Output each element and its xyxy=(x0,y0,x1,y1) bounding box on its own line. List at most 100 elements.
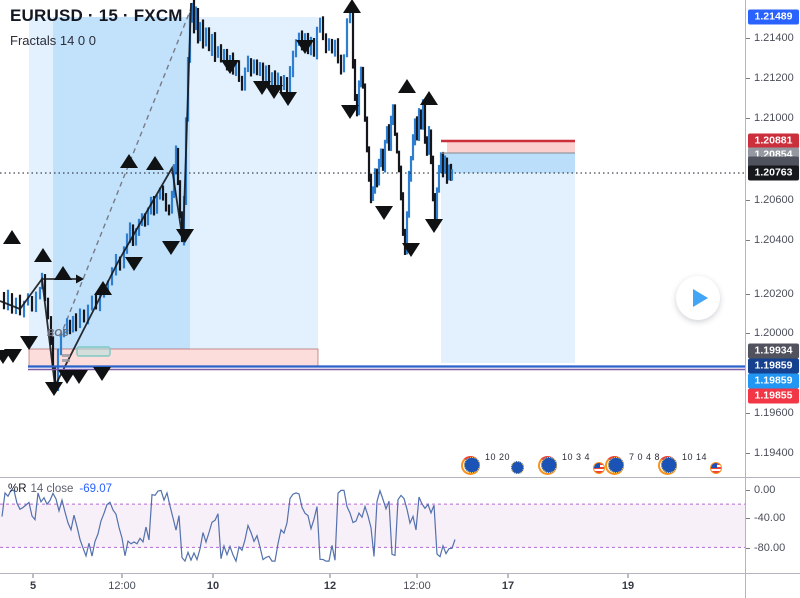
price-tick-dash xyxy=(746,118,750,119)
price-tick-dash xyxy=(746,294,750,295)
price-badge: 1.20881 xyxy=(748,133,799,149)
time-axis[interactable]: 5 12:00 10 12 12:00 17 19 xyxy=(0,574,800,598)
price-badge: 1.21489 xyxy=(748,9,799,25)
price-tick-label: 1.20000 xyxy=(754,327,794,339)
fractal-down-icon xyxy=(341,105,359,119)
wpr-tick-label: -80.00 xyxy=(754,542,786,554)
fractal-down-icon xyxy=(70,370,88,384)
price-tick-dash xyxy=(746,413,750,414)
fractal-down-icon xyxy=(162,241,180,255)
economic-event-group[interactable]: 10 14 xyxy=(658,448,723,475)
price-tick-dash xyxy=(746,78,750,79)
price-tick-dash xyxy=(746,453,750,454)
time-tick-dash xyxy=(416,574,418,578)
event-count: 7 0 4 xyxy=(629,452,652,462)
price-tick-label: 1.19600 xyxy=(754,407,794,419)
time-tick-label: 10 xyxy=(206,580,220,592)
main-price-pane[interactable]: BOS xyxy=(0,0,745,478)
time-axis-separator xyxy=(0,573,800,574)
williams-r-pane[interactable] xyxy=(0,478,745,573)
fractal-up-icon xyxy=(420,91,438,105)
event-count: 20 xyxy=(499,452,511,462)
eu-flag-icon xyxy=(661,457,677,473)
target-zone[interactable] xyxy=(441,153,575,363)
williams-r-value: -69.07 xyxy=(79,483,112,495)
fractal-down-icon xyxy=(221,60,239,74)
price-axis[interactable]: 1.21400 1.21200 1.21000 1.20600 1.20400 1.202… xyxy=(746,0,800,573)
time-tick-dash xyxy=(627,574,629,578)
price-tick-label: 1.21000 xyxy=(754,112,794,124)
price-tick-dash xyxy=(746,38,750,39)
williams-r-params: 14 close xyxy=(30,483,74,495)
eu-flag-icon xyxy=(541,457,557,473)
micro-label xyxy=(62,354,70,357)
price-badge: 1.19934 xyxy=(748,343,799,359)
event-count: 8 xyxy=(654,452,661,462)
fractal-down-icon xyxy=(45,382,63,396)
price-tick-label: 1.21200 xyxy=(754,72,794,84)
fractal-up-icon xyxy=(398,79,416,93)
price-axis-separator xyxy=(745,0,746,598)
time-tick-dash xyxy=(329,574,331,578)
wpr-tick-label: 0.00 xyxy=(754,484,776,496)
fractal-down-icon xyxy=(253,81,271,95)
time-tick-dash xyxy=(121,574,123,578)
fractal-up-icon xyxy=(120,154,138,168)
fractal-down-icon xyxy=(176,229,194,243)
target-zone-top[interactable] xyxy=(441,153,575,173)
williams-r-legend[interactable]: %R 14 close -69.07 xyxy=(8,483,112,495)
wpr-tick-dash xyxy=(746,490,750,491)
zigzag-line xyxy=(0,2,192,390)
wpr-tick-dash xyxy=(746,548,750,549)
price-badge: 1.19859 xyxy=(748,373,799,389)
event-flag-cluster xyxy=(658,455,680,475)
time-tick-label: 12:00 xyxy=(108,580,136,592)
symbol-title[interactable]: EURUSD · 15 · FXCM xyxy=(10,6,183,25)
time-tick-label: 12 xyxy=(323,580,337,592)
price-tick-label: 1.20600 xyxy=(754,194,794,206)
event-count: 10 xyxy=(682,452,694,462)
wpr-tick-label: -40.00 xyxy=(754,512,786,524)
price-badge: 1.20763 xyxy=(748,165,799,181)
eu-flag-icon xyxy=(608,457,624,473)
fractal-down-icon xyxy=(125,257,143,271)
wpr-tick-dash xyxy=(746,518,750,519)
price-tick-label: 1.21400 xyxy=(754,32,794,44)
micro-label xyxy=(62,359,70,362)
us-flag-icon xyxy=(593,462,606,474)
williams-r-name: %R xyxy=(8,483,27,495)
eu-flag-icon xyxy=(464,457,480,473)
replay-play-button[interactable] xyxy=(676,276,720,320)
event-flag-cluster xyxy=(461,455,483,475)
bos-label: BOS xyxy=(47,328,69,339)
time-tick-label: 19 xyxy=(621,580,635,592)
fractal-down-icon xyxy=(20,336,38,350)
fractal-up-icon xyxy=(94,281,112,295)
price-tick-dash xyxy=(746,333,750,334)
price-tick-label: 1.20400 xyxy=(754,234,794,246)
pane-separator[interactable] xyxy=(0,477,800,478)
event-flag-cluster xyxy=(538,455,560,475)
fractals-indicator-label[interactable]: Fractals 14 0 0 xyxy=(10,33,96,48)
fractal-up-icon xyxy=(34,248,52,262)
fractal-down-icon xyxy=(402,243,420,257)
event-count: 10 xyxy=(485,452,497,462)
eu-flag-icon xyxy=(511,461,525,474)
price-tick-label: 1.19400 xyxy=(754,447,794,459)
fractal-up-icon xyxy=(146,156,164,170)
fractal-down-icon xyxy=(58,370,76,384)
resistance-zone-pink[interactable] xyxy=(447,142,575,153)
fractal-down-icon xyxy=(93,367,111,381)
economic-event-group[interactable]: 10 20 xyxy=(461,448,525,475)
price-tick-label: 1.20200 xyxy=(754,288,794,300)
fractal-down-icon xyxy=(279,92,297,106)
fractal-down-icon xyxy=(375,206,393,220)
time-tick-dash xyxy=(507,574,509,578)
order-block-box[interactable] xyxy=(76,346,111,357)
fractal-up-icon xyxy=(54,266,72,280)
wpr-line xyxy=(1,488,456,563)
play-icon xyxy=(693,289,708,307)
fractal-down-icon xyxy=(4,349,22,363)
